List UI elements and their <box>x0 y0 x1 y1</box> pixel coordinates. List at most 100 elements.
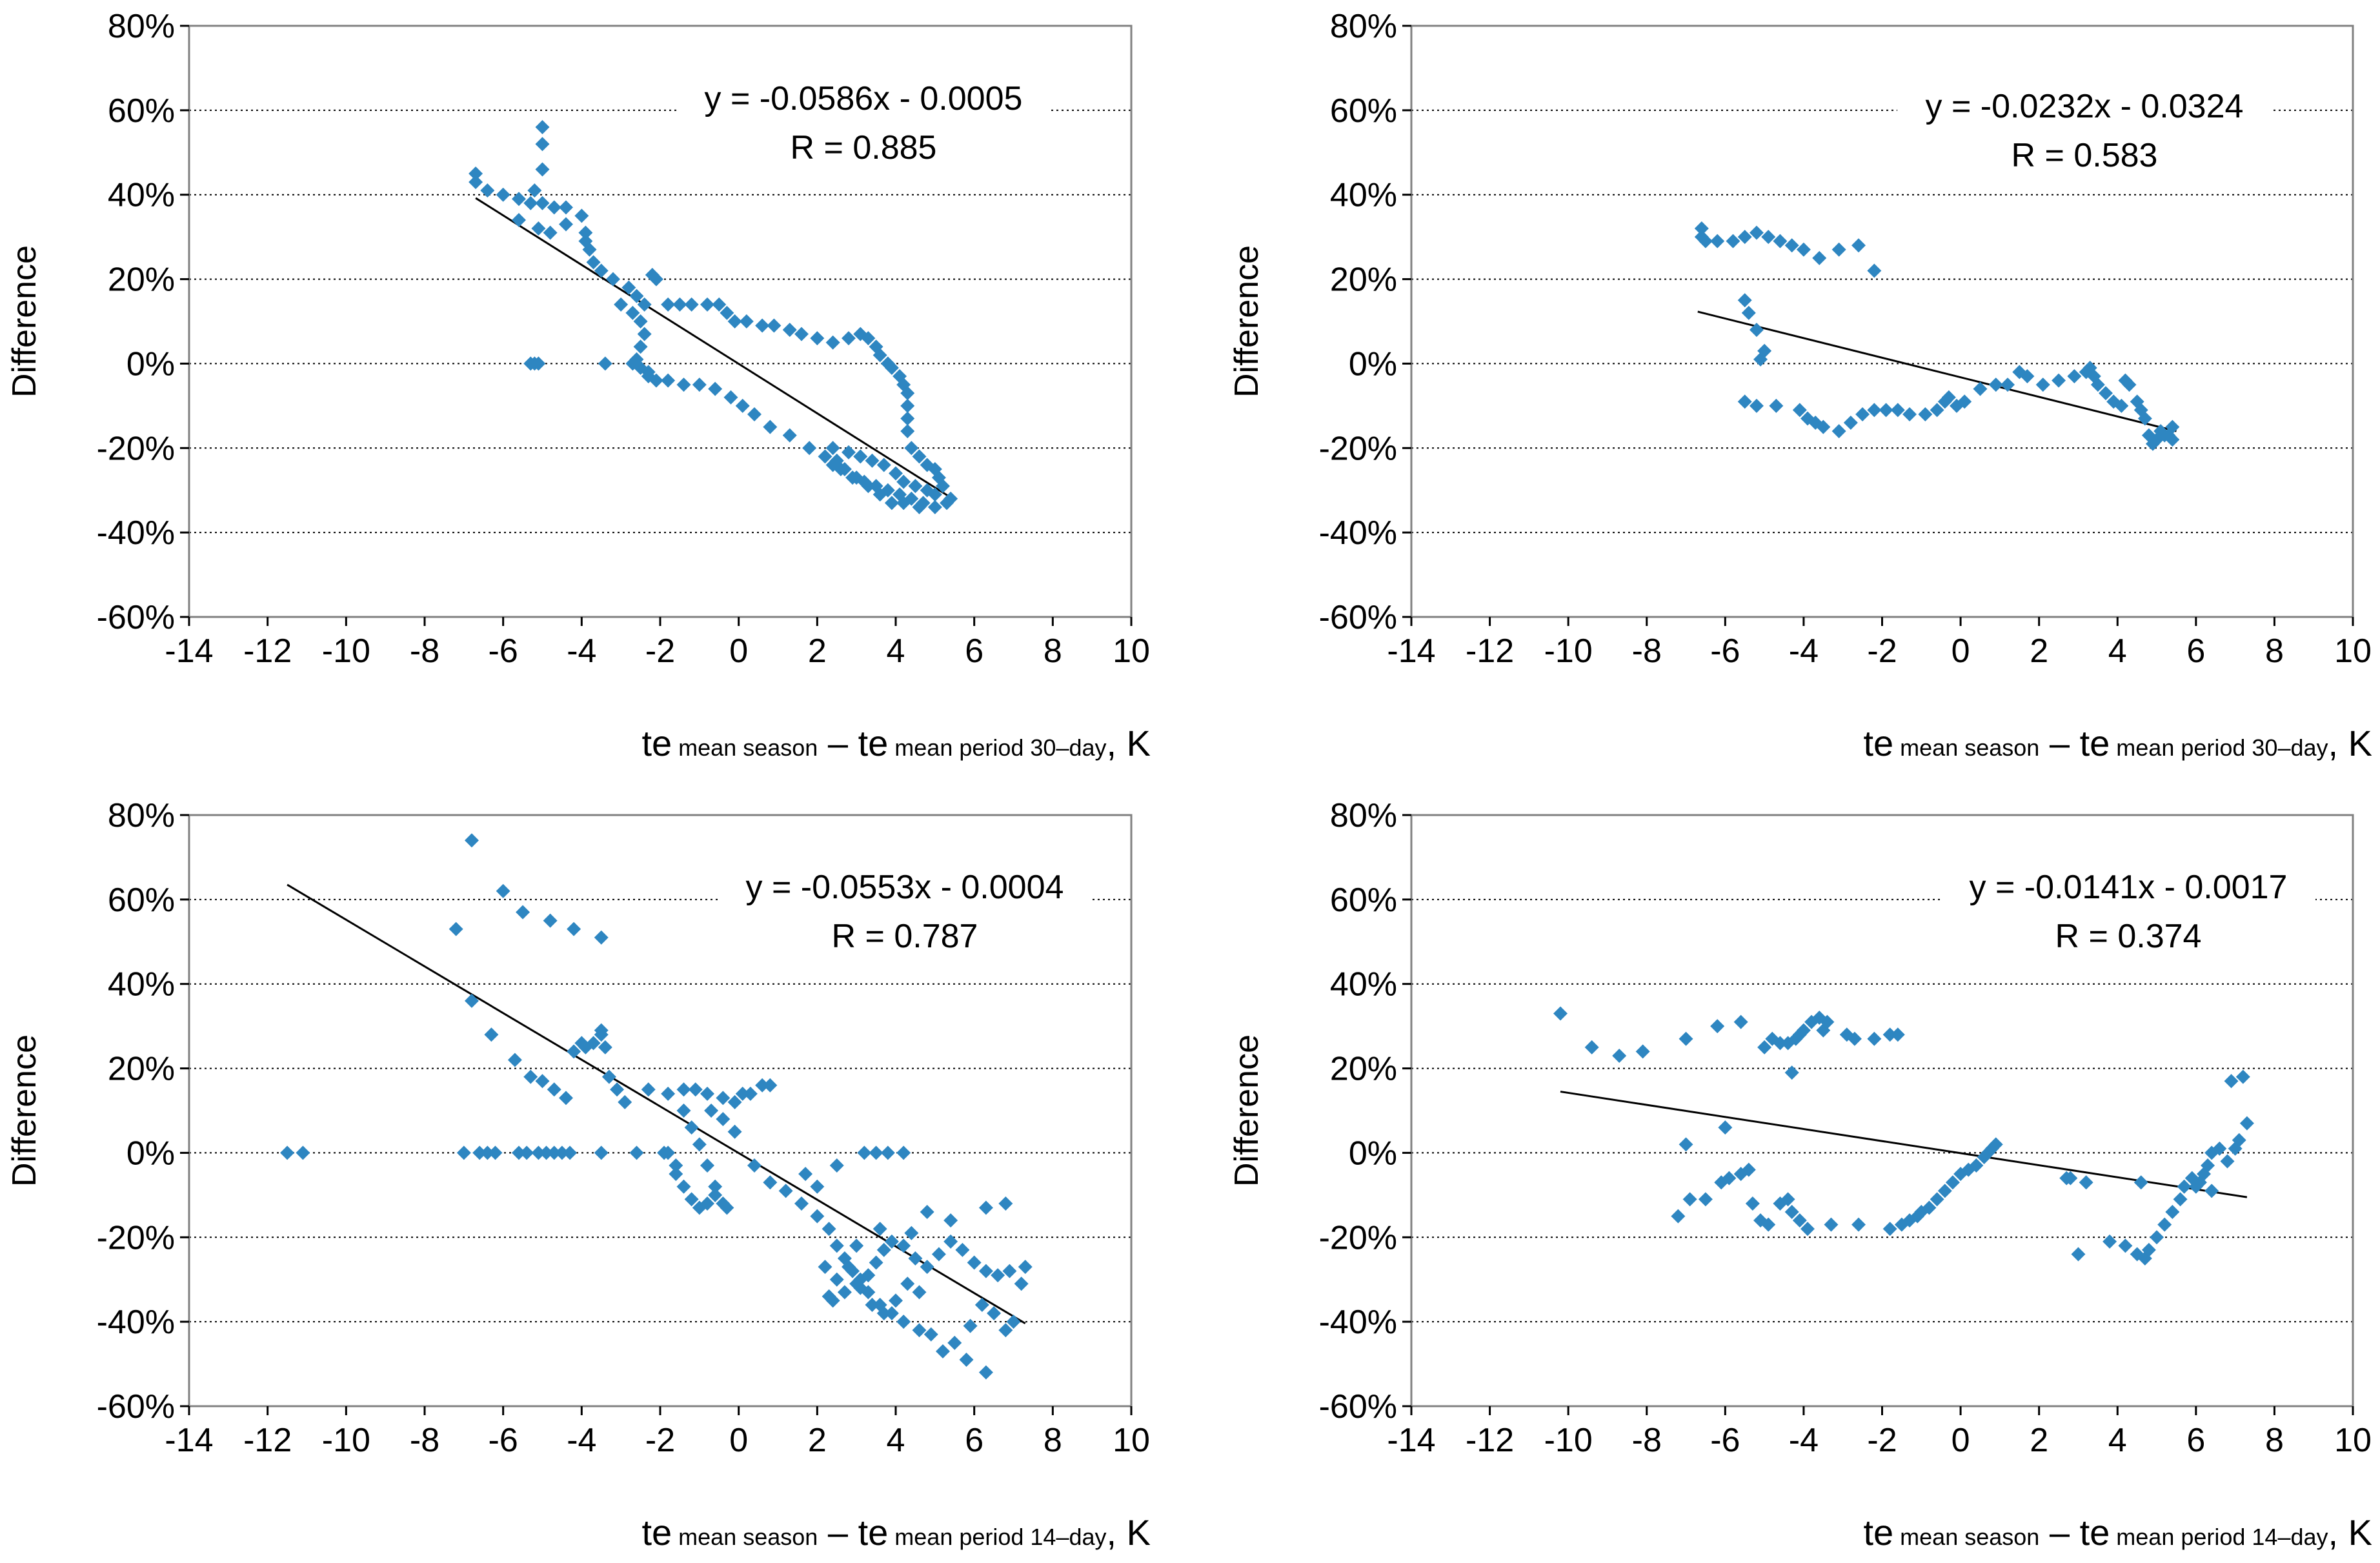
data-point <box>2177 1179 2192 1194</box>
data-point <box>967 1255 982 1270</box>
data-point <box>594 930 609 945</box>
data-point <box>633 314 648 328</box>
data-point <box>1018 1260 1033 1275</box>
y-tick-label: -60% <box>1319 1388 1397 1426</box>
data-point <box>739 314 754 328</box>
x-tick-label: -14 <box>1387 632 1435 670</box>
x-tick-label: 8 <box>2265 632 2284 670</box>
y-tick-label: -60% <box>1319 599 1397 636</box>
data-point <box>998 1196 1013 1211</box>
data-point <box>810 1209 825 1224</box>
data-point <box>672 297 687 312</box>
y-tick-label: 60% <box>1330 882 1397 919</box>
data-point <box>507 1053 522 1067</box>
data-point <box>280 1145 295 1160</box>
y-tick-label: 20% <box>1330 261 1397 299</box>
data-point <box>676 1082 691 1097</box>
data-point <box>912 499 927 514</box>
data-point <box>1800 1222 1815 1236</box>
x-tick-label: 6 <box>965 632 983 670</box>
data-point <box>629 1145 644 1160</box>
data-point <box>1824 1217 1839 1232</box>
data-point <box>523 1069 538 1084</box>
data-point <box>1749 398 1764 413</box>
data-point <box>2071 1247 2086 1262</box>
x-tick-label: -14 <box>1387 1422 1435 1459</box>
x-tick-label: -8 <box>1632 632 1662 670</box>
data-point <box>747 1158 761 1173</box>
data-point <box>872 487 887 502</box>
data-point <box>2232 1133 2246 1147</box>
x-axis-title-sub-a: mean season <box>1893 1524 2039 1550</box>
data-point <box>512 1145 526 1160</box>
data-point <box>2212 1141 2227 1156</box>
data-point <box>704 1104 719 1118</box>
data-point <box>2192 1175 2207 1190</box>
data-point <box>849 470 864 485</box>
data-point <box>1890 403 1905 418</box>
x-axis-title: te mean season – te mean period 14–day, … <box>641 1512 1151 1553</box>
data-point <box>684 1120 699 1135</box>
data-point <box>794 327 809 341</box>
correlation-r-value: R = 0.374 <box>2055 918 2202 955</box>
data-point <box>449 922 463 936</box>
regression-equation: y = -0.0553x - 0.0004 <box>746 869 1064 906</box>
y-tick-label: -60% <box>97 599 175 636</box>
data-point <box>661 1086 676 1101</box>
data-point <box>296 1145 310 1160</box>
data-point <box>535 137 550 152</box>
data-point <box>1843 416 1858 430</box>
x-tick-label: -14 <box>165 632 213 670</box>
data-point <box>861 1268 876 1283</box>
data-point <box>700 1086 714 1101</box>
data-point <box>884 1306 899 1321</box>
y-axis-title: Difference <box>1228 1034 1266 1187</box>
data-point <box>1722 1171 1737 1185</box>
data-point <box>2035 378 2050 392</box>
data-point <box>1749 323 1764 338</box>
x-tick-label: -12 <box>243 632 292 670</box>
data-point <box>767 318 782 333</box>
data-point <box>978 1200 993 1215</box>
data-point <box>578 225 593 240</box>
data-point <box>676 1104 691 1118</box>
data-point <box>900 424 915 439</box>
data-point <box>974 1297 989 1312</box>
y-tick-label: 0% <box>1349 1134 1397 1172</box>
data-point <box>606 272 620 287</box>
correlation-r-value: R = 0.583 <box>2012 137 2158 174</box>
data-point <box>676 1179 691 1194</box>
data-point <box>1867 403 1882 418</box>
data-point <box>472 1145 487 1160</box>
x-tick-label: -2 <box>645 1422 675 1459</box>
data-point <box>1847 1031 1862 1046</box>
data-point <box>2052 373 2066 388</box>
x-tick-label: 2 <box>808 632 827 670</box>
data-point <box>896 474 911 489</box>
x-tick-label: 4 <box>887 632 905 670</box>
data-point <box>543 913 558 928</box>
data-point <box>1816 419 1831 434</box>
data-point <box>594 1145 609 1160</box>
data-point <box>810 1179 825 1194</box>
data-point <box>535 1074 550 1089</box>
y-tick-label: -20% <box>1319 430 1397 467</box>
data-point <box>559 1091 573 1105</box>
data-point <box>1741 1162 1756 1177</box>
data-point <box>2118 1238 2133 1253</box>
trendline <box>1697 310 2177 432</box>
data-point <box>955 1242 970 1257</box>
data-point <box>923 1327 938 1342</box>
x-axis-title-sub-b: mean period 30–day <box>2110 734 2328 761</box>
y-tick-label: 60% <box>108 92 175 130</box>
data-point <box>1737 394 1752 409</box>
data-point <box>755 1078 770 1093</box>
data-point <box>1882 1222 1897 1236</box>
data-point <box>869 1255 883 1270</box>
data-point <box>1792 403 1807 418</box>
x-axis-title-main-a: te <box>1863 1512 1893 1553</box>
y-tick-label: 0% <box>126 345 175 383</box>
x-tick-label: -8 <box>410 632 439 670</box>
data-point <box>539 1145 554 1160</box>
y-tick-label: 60% <box>108 882 175 919</box>
